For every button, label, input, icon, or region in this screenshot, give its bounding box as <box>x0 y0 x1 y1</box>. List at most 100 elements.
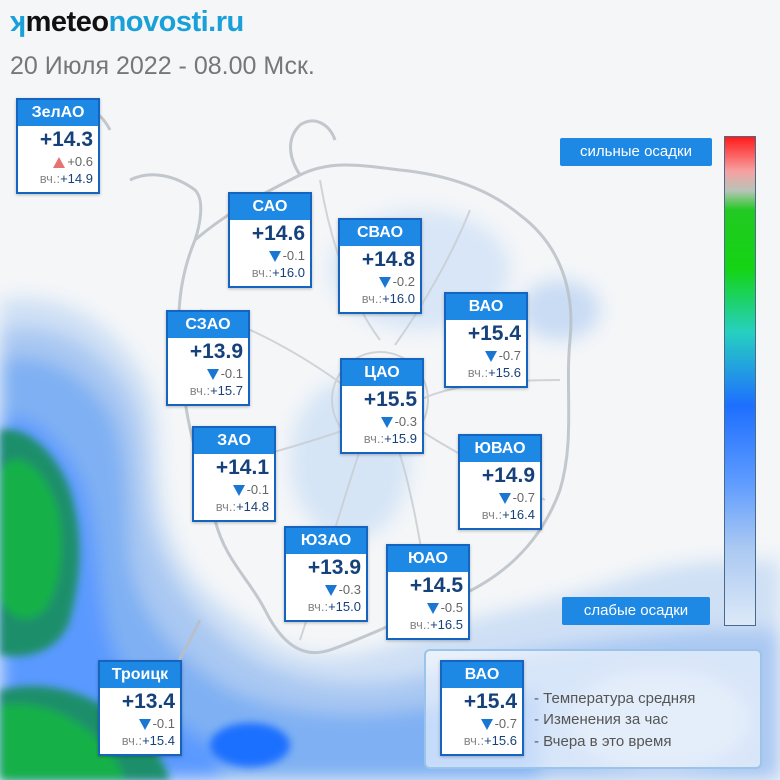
trend-down-icon <box>480 719 493 731</box>
yesterday-row: вч.:+16.0 <box>340 290 420 308</box>
yesterday-value: +15.6 <box>484 733 517 748</box>
legend-line-yesterday: - Вчера в это время <box>534 733 672 750</box>
district-card-vao: ВАО +15.4 -0.7 вч.:+15.6 <box>444 292 528 388</box>
forecast-date: 20 Июля 2022 - 08.00 Мск. <box>10 52 315 80</box>
yesterday-value: +15.4 <box>142 733 175 748</box>
change-value: -0.1 <box>246 482 269 497</box>
hourly-change: -0.3 <box>286 581 366 598</box>
change-value: -0.5 <box>440 600 463 615</box>
yesterday-label: вч.: <box>363 431 385 446</box>
trend-down-icon <box>498 493 511 505</box>
hourly-change: -0.1 <box>168 365 248 382</box>
change-value: -0.3 <box>338 582 361 597</box>
trend-down-icon <box>380 417 393 429</box>
yesterday-label: вч.: <box>481 507 503 522</box>
district-temperature: +15.4 <box>463 690 517 713</box>
trend-down-icon <box>268 251 281 263</box>
hourly-change: -0.5 <box>388 599 468 616</box>
yesterday-value: +14.8 <box>236 499 269 514</box>
district-temperature: +15.4 <box>467 322 521 345</box>
district-name: СВАО <box>340 220 420 246</box>
trend-down-icon <box>378 277 391 289</box>
trend-down-icon <box>324 585 337 597</box>
district-temperature: +14.9 <box>481 464 535 487</box>
district-card-troitsk: Троицк +13.4 -0.1 вч.:+15.4 <box>98 660 182 756</box>
change-value: -0.1 <box>220 366 243 381</box>
hourly-change: -0.7 <box>446 347 526 364</box>
yesterday-label: вч.: <box>409 617 431 632</box>
yesterday-value: +14.9 <box>60 171 93 186</box>
yesterday-value: +15.0 <box>328 599 361 614</box>
yesterday-label: вч.: <box>121 733 143 748</box>
scale-label-light: слабые осадки <box>562 597 710 625</box>
change-value: -0.7 <box>498 348 521 363</box>
district-name: ЗАО <box>194 428 274 454</box>
yesterday-value: +15.9 <box>384 431 417 446</box>
change-value: -0.3 <box>394 414 417 429</box>
yesterday-row: вч.:+15.9 <box>342 430 422 448</box>
yesterday-row: вч.:+15.6 <box>442 732 522 750</box>
yesterday-value: +15.6 <box>488 365 521 380</box>
district-name: Троицк <box>100 662 180 688</box>
precipitation-color-scale <box>724 136 756 626</box>
hourly-change: -0.1 <box>194 481 274 498</box>
site-logo[interactable]: ʞmeteonovosti.ru <box>10 6 244 39</box>
change-value: -0.1 <box>152 716 175 731</box>
district-name: ЮЗАО <box>286 528 366 554</box>
district-name: ЮАО <box>388 546 468 572</box>
district-temperature: +14.8 <box>361 248 415 271</box>
change-value: -0.7 <box>494 716 517 731</box>
district-name: ЮВАО <box>460 436 540 462</box>
yesterday-row: вч.:+15.6 <box>446 364 526 382</box>
trend-down-icon <box>484 351 497 363</box>
district-temperature: +14.3 <box>39 128 93 151</box>
district-name: ЗелАО <box>18 100 98 126</box>
district-name: ЦАО <box>342 360 422 386</box>
legend-example-card: ВАО +15.4 -0.7 вч.:+15.6 <box>440 660 524 756</box>
district-temperature: +13.9 <box>189 340 243 363</box>
district-temperature: +13.9 <box>307 556 361 579</box>
change-value: -0.7 <box>512 490 535 505</box>
hourly-change: +0.6 <box>18 153 98 170</box>
legend-line-temperature: - Температура средняя <box>534 690 696 707</box>
hourly-change: -0.1 <box>100 715 180 732</box>
trend-down-icon <box>138 719 151 731</box>
scale-label-heavy: сильные осадки <box>560 138 712 166</box>
yesterday-label: вч.: <box>307 599 329 614</box>
hourly-change: -0.3 <box>342 413 422 430</box>
yesterday-label: вч.: <box>463 733 485 748</box>
legend-line-change: - Изменения за час <box>534 711 669 728</box>
district-temperature: +14.6 <box>251 222 305 245</box>
logo-text-part2: novosti.ru <box>108 6 245 38</box>
yesterday-row: вч.:+15.7 <box>168 382 248 400</box>
yesterday-label: вч.: <box>467 365 489 380</box>
district-name: САО <box>230 194 310 220</box>
district-card-yuzao: ЮЗАО +13.9 -0.3 вч.:+15.0 <box>284 526 368 622</box>
district-name: СЗАО <box>168 312 248 338</box>
yesterday-value: +15.7 <box>210 383 243 398</box>
trend-up-icon <box>53 157 66 169</box>
district-card-cao: ЦАО +15.5 -0.3 вч.:+15.9 <box>340 358 424 454</box>
yesterday-row: вч.:+15.0 <box>286 598 366 616</box>
yesterday-row: вч.:+16.5 <box>388 616 468 634</box>
district-name: ВАО <box>442 662 522 688</box>
yesterday-label: вч.: <box>215 499 237 514</box>
yesterday-label: вч.: <box>39 171 61 186</box>
district-card-sao: САО +14.6 -0.1 вч.:+16.0 <box>228 192 312 288</box>
hourly-change: -0.7 <box>460 489 540 506</box>
district-temperature: +14.5 <box>409 574 463 597</box>
heavy-rain-zones <box>0 429 290 780</box>
yesterday-row: вч.:+14.9 <box>18 170 98 188</box>
yesterday-row: вч.:+16.0 <box>230 264 310 282</box>
hourly-change: -0.1 <box>230 247 310 264</box>
yesterday-row: вч.:+16.4 <box>460 506 540 524</box>
yesterday-value: +16.5 <box>430 617 463 632</box>
yesterday-row: вч.:+15.4 <box>100 732 180 750</box>
logo-mark-icon: ʞ <box>10 6 26 38</box>
trend-down-icon <box>206 369 219 381</box>
hourly-change: -0.7 <box>442 715 522 732</box>
yesterday-value: +16.0 <box>272 265 305 280</box>
district-card-yuao: ЮАО +14.5 -0.5 вч.:+16.5 <box>386 544 470 640</box>
trend-down-icon <box>426 603 439 615</box>
